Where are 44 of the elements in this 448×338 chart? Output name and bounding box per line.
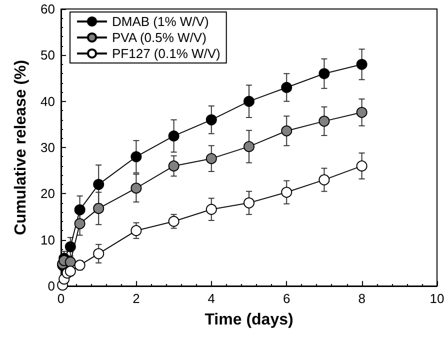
point xyxy=(281,82,292,93)
x-axis-title: Time (days) xyxy=(204,312,294,328)
x-tick-label: 10 xyxy=(430,291,444,306)
y-tick-label: 20 xyxy=(40,186,55,202)
point xyxy=(206,153,217,164)
x-tick-label: 6 xyxy=(282,291,290,306)
y-tick-label: 40 xyxy=(40,94,55,109)
point xyxy=(74,204,86,216)
y-tick-label: 10 xyxy=(40,232,55,248)
point xyxy=(168,216,180,227)
x-tick-label: 0 xyxy=(57,291,65,306)
x-tick-label: 2 xyxy=(132,291,140,306)
point xyxy=(168,160,180,172)
point xyxy=(93,178,104,190)
point xyxy=(130,151,142,162)
point xyxy=(244,197,254,208)
point xyxy=(64,241,76,252)
legend-label: DMAB (1% W/V) xyxy=(112,14,209,29)
y-tick-label: 0 xyxy=(48,278,55,294)
y-tick-label: 60 xyxy=(40,2,55,16)
point xyxy=(244,141,254,152)
point xyxy=(318,68,330,80)
point xyxy=(93,248,104,260)
legend-label: PF127 (0.1% W/V) xyxy=(112,46,220,61)
point xyxy=(318,174,330,186)
point xyxy=(168,130,180,142)
point xyxy=(130,182,142,194)
legend-label: PVA (0.5% W/V) xyxy=(112,30,206,45)
point xyxy=(130,225,142,236)
y-tick-label: 30 xyxy=(40,140,55,155)
point xyxy=(206,204,217,215)
x-tick-label: 8 xyxy=(358,291,366,306)
point xyxy=(206,114,217,126)
point xyxy=(356,58,368,70)
point xyxy=(356,106,368,118)
point xyxy=(281,186,292,198)
point xyxy=(281,125,292,136)
x-tick-label: 4 xyxy=(208,291,216,306)
point xyxy=(318,116,330,127)
point xyxy=(356,160,368,172)
y-axis-title: Cumulative release (%) xyxy=(12,60,30,236)
y-tick-label: 50 xyxy=(40,48,55,63)
point xyxy=(74,218,86,230)
point xyxy=(244,96,254,107)
